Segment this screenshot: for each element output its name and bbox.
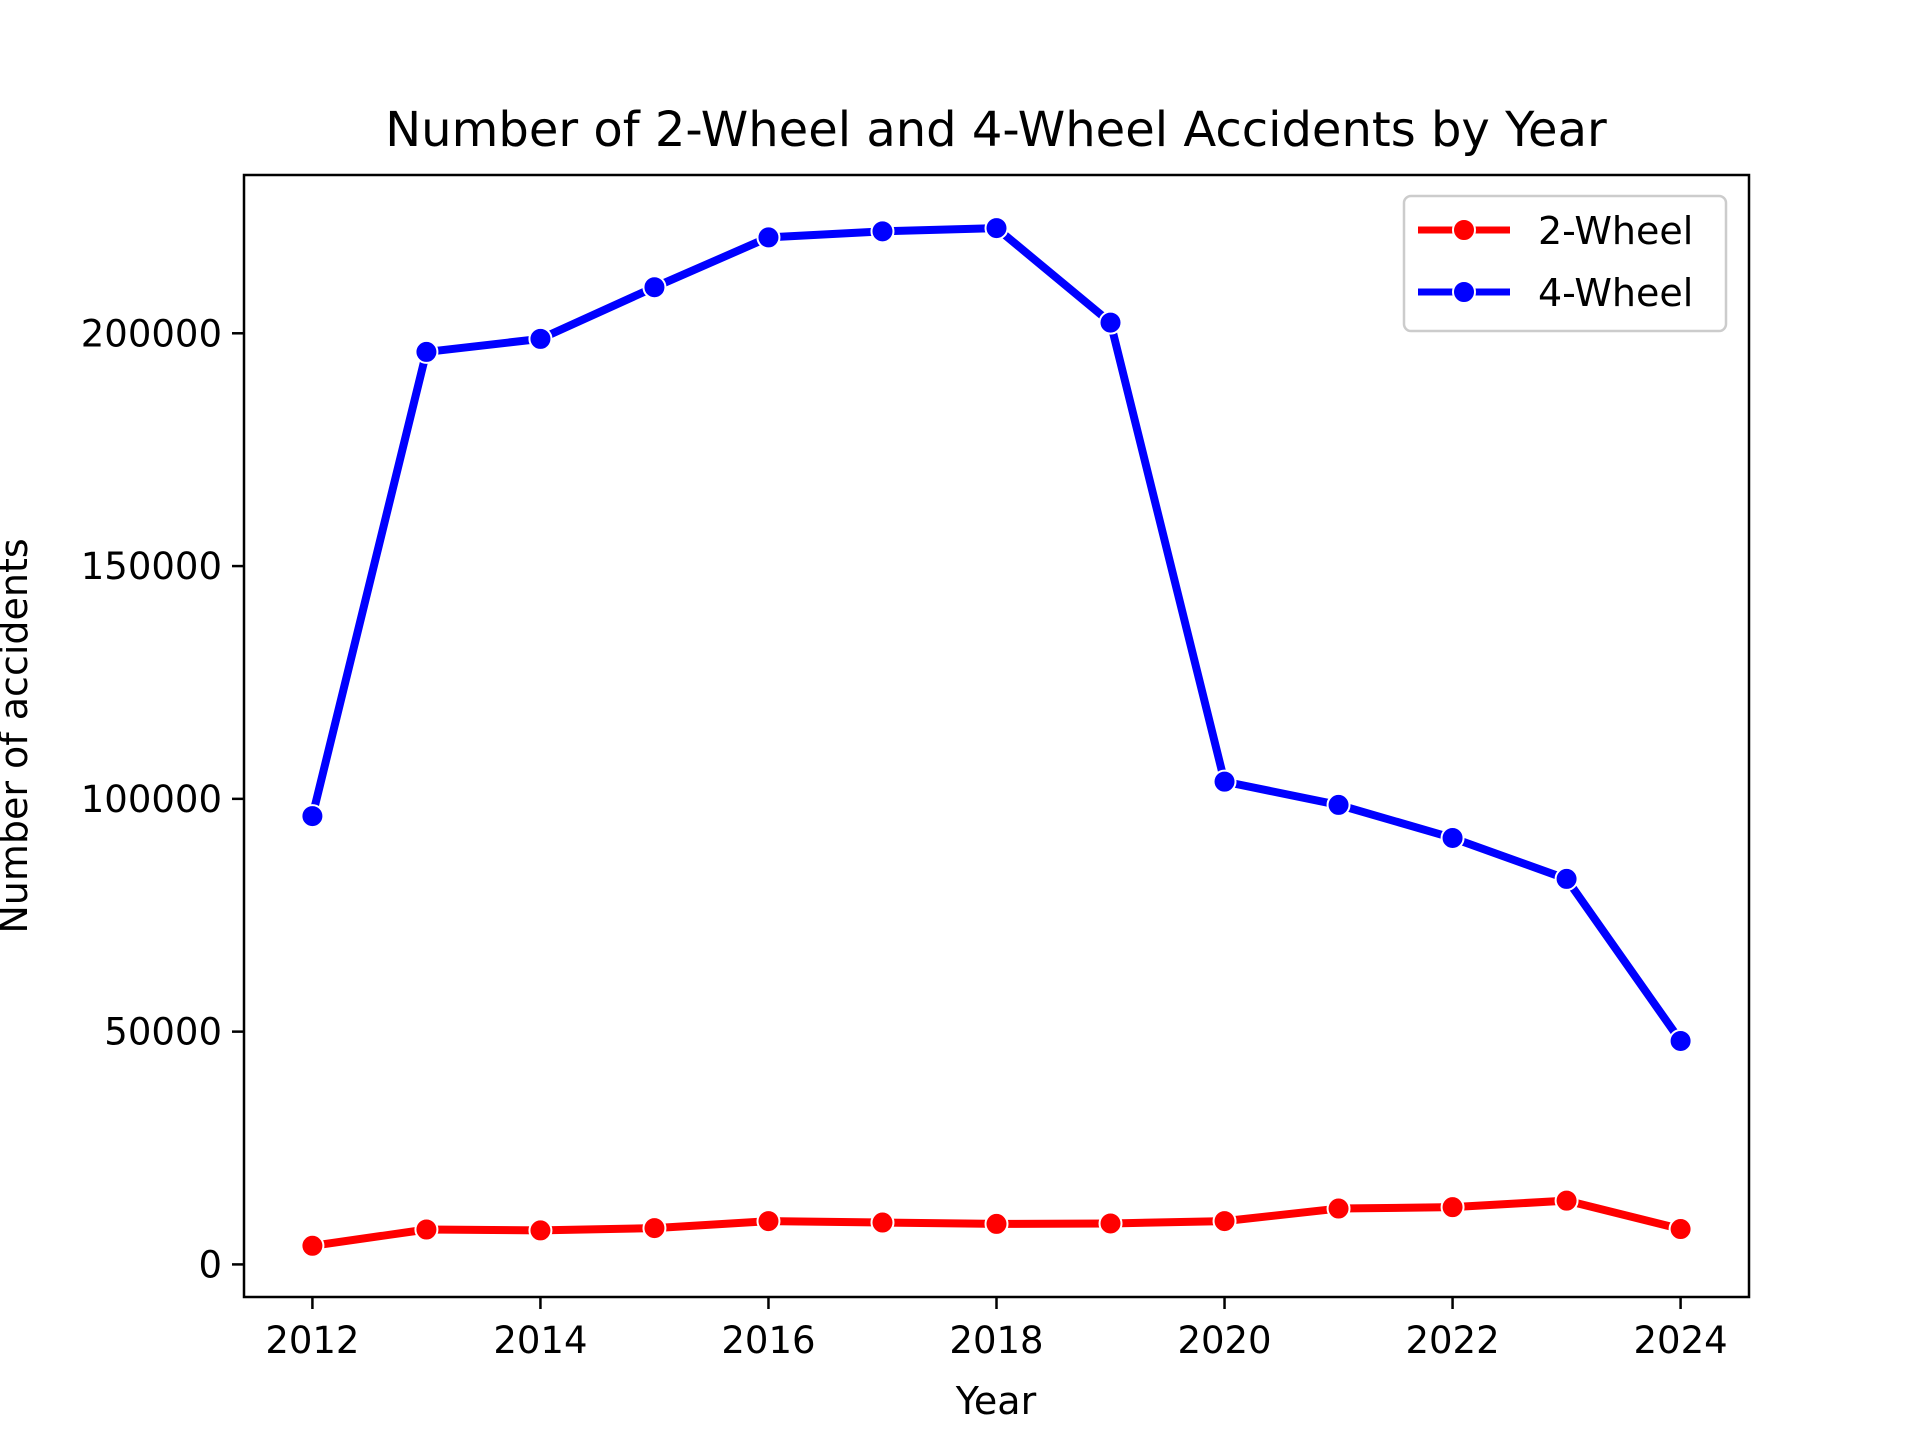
data-point-4-wheel <box>300 804 325 829</box>
data-point-4-wheel <box>1440 825 1465 850</box>
data-point-2-wheel <box>1668 1217 1693 1242</box>
plot-marks <box>300 216 1693 1258</box>
x-tick-label: 2020 <box>1177 1319 1271 1362</box>
data-point-2-wheel <box>1212 1209 1237 1234</box>
data-point-4-wheel <box>1668 1028 1693 1053</box>
plot-frame <box>242 173 1751 1299</box>
y-axis-ticks: 0 50000 100000 150000 200000 <box>81 312 244 1286</box>
data-point-2-wheel <box>984 1211 1009 1236</box>
data-point-4-wheel <box>984 216 1009 241</box>
data-point-2-wheel <box>300 1233 325 1258</box>
legend-marker-4-wheel <box>1452 280 1476 304</box>
y-tick-label: 50000 <box>104 1011 222 1054</box>
data-point-4-wheel <box>1326 792 1351 817</box>
data-point-4-wheel <box>1212 769 1237 794</box>
data-point-2-wheel <box>756 1209 781 1234</box>
data-point-2-wheel <box>1554 1188 1579 1213</box>
data-point-4-wheel <box>756 225 781 250</box>
data-point-2-wheel <box>1098 1211 1123 1236</box>
x-tick-label: 2014 <box>493 1319 587 1362</box>
data-point-4-wheel <box>528 326 553 351</box>
legend-label-2-wheel: 2-Wheel <box>1538 209 1693 253</box>
data-point-4-wheel <box>642 275 667 300</box>
y-tick-label: 100000 <box>81 778 222 821</box>
data-point-2-wheel <box>1440 1195 1465 1220</box>
y-tick-label: 0 <box>198 1243 222 1286</box>
x-tick-label: 2018 <box>949 1319 1043 1362</box>
x-tick-label: 2012 <box>265 1319 359 1362</box>
data-point-4-wheel <box>1554 866 1579 891</box>
y-tick-label: 200000 <box>81 312 222 355</box>
x-tick-label: 2016 <box>721 1319 815 1362</box>
data-point-4-wheel <box>414 339 439 364</box>
data-point-2-wheel <box>414 1217 439 1242</box>
x-tick-label: 2024 <box>1634 1319 1728 1362</box>
series-4-wheel <box>300 216 1693 1053</box>
x-axis-ticks: 2012 2014 2016 2018 2020 2022 2024 <box>265 1297 1728 1362</box>
x-axis-label: Year <box>955 1379 1037 1423</box>
data-point-2-wheel <box>528 1218 553 1243</box>
y-tick-label: 150000 <box>81 545 222 588</box>
data-point-2-wheel <box>870 1210 895 1235</box>
legend-marker-2-wheel <box>1452 218 1476 242</box>
data-point-2-wheel <box>1326 1196 1351 1221</box>
series-2-wheel <box>300 1188 1693 1258</box>
data-point-2-wheel <box>642 1216 667 1241</box>
chart-title: Number of 2-Wheel and 4-Wheel Accidents … <box>385 102 1607 158</box>
data-point-4-wheel <box>870 219 895 244</box>
data-point-4-wheel <box>1098 310 1123 335</box>
legend: 2-Wheel 4-Wheel <box>1402 194 1728 333</box>
legend-label-4-wheel: 4-Wheel <box>1538 271 1693 315</box>
x-tick-label: 2022 <box>1405 1319 1499 1362</box>
y-axis-label: Number of accidents <box>0 538 36 933</box>
